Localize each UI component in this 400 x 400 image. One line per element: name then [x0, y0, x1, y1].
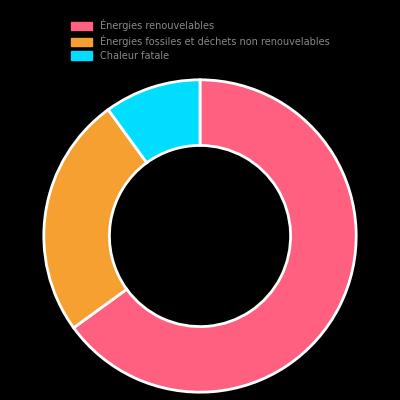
Wedge shape	[44, 110, 147, 328]
Wedge shape	[74, 80, 356, 392]
Legend: Énergies renouvelables, Énergies fossiles et déchets non renouvelables, Chaleur : Énergies renouvelables, Énergies fossile…	[68, 17, 332, 63]
Wedge shape	[108, 80, 200, 163]
